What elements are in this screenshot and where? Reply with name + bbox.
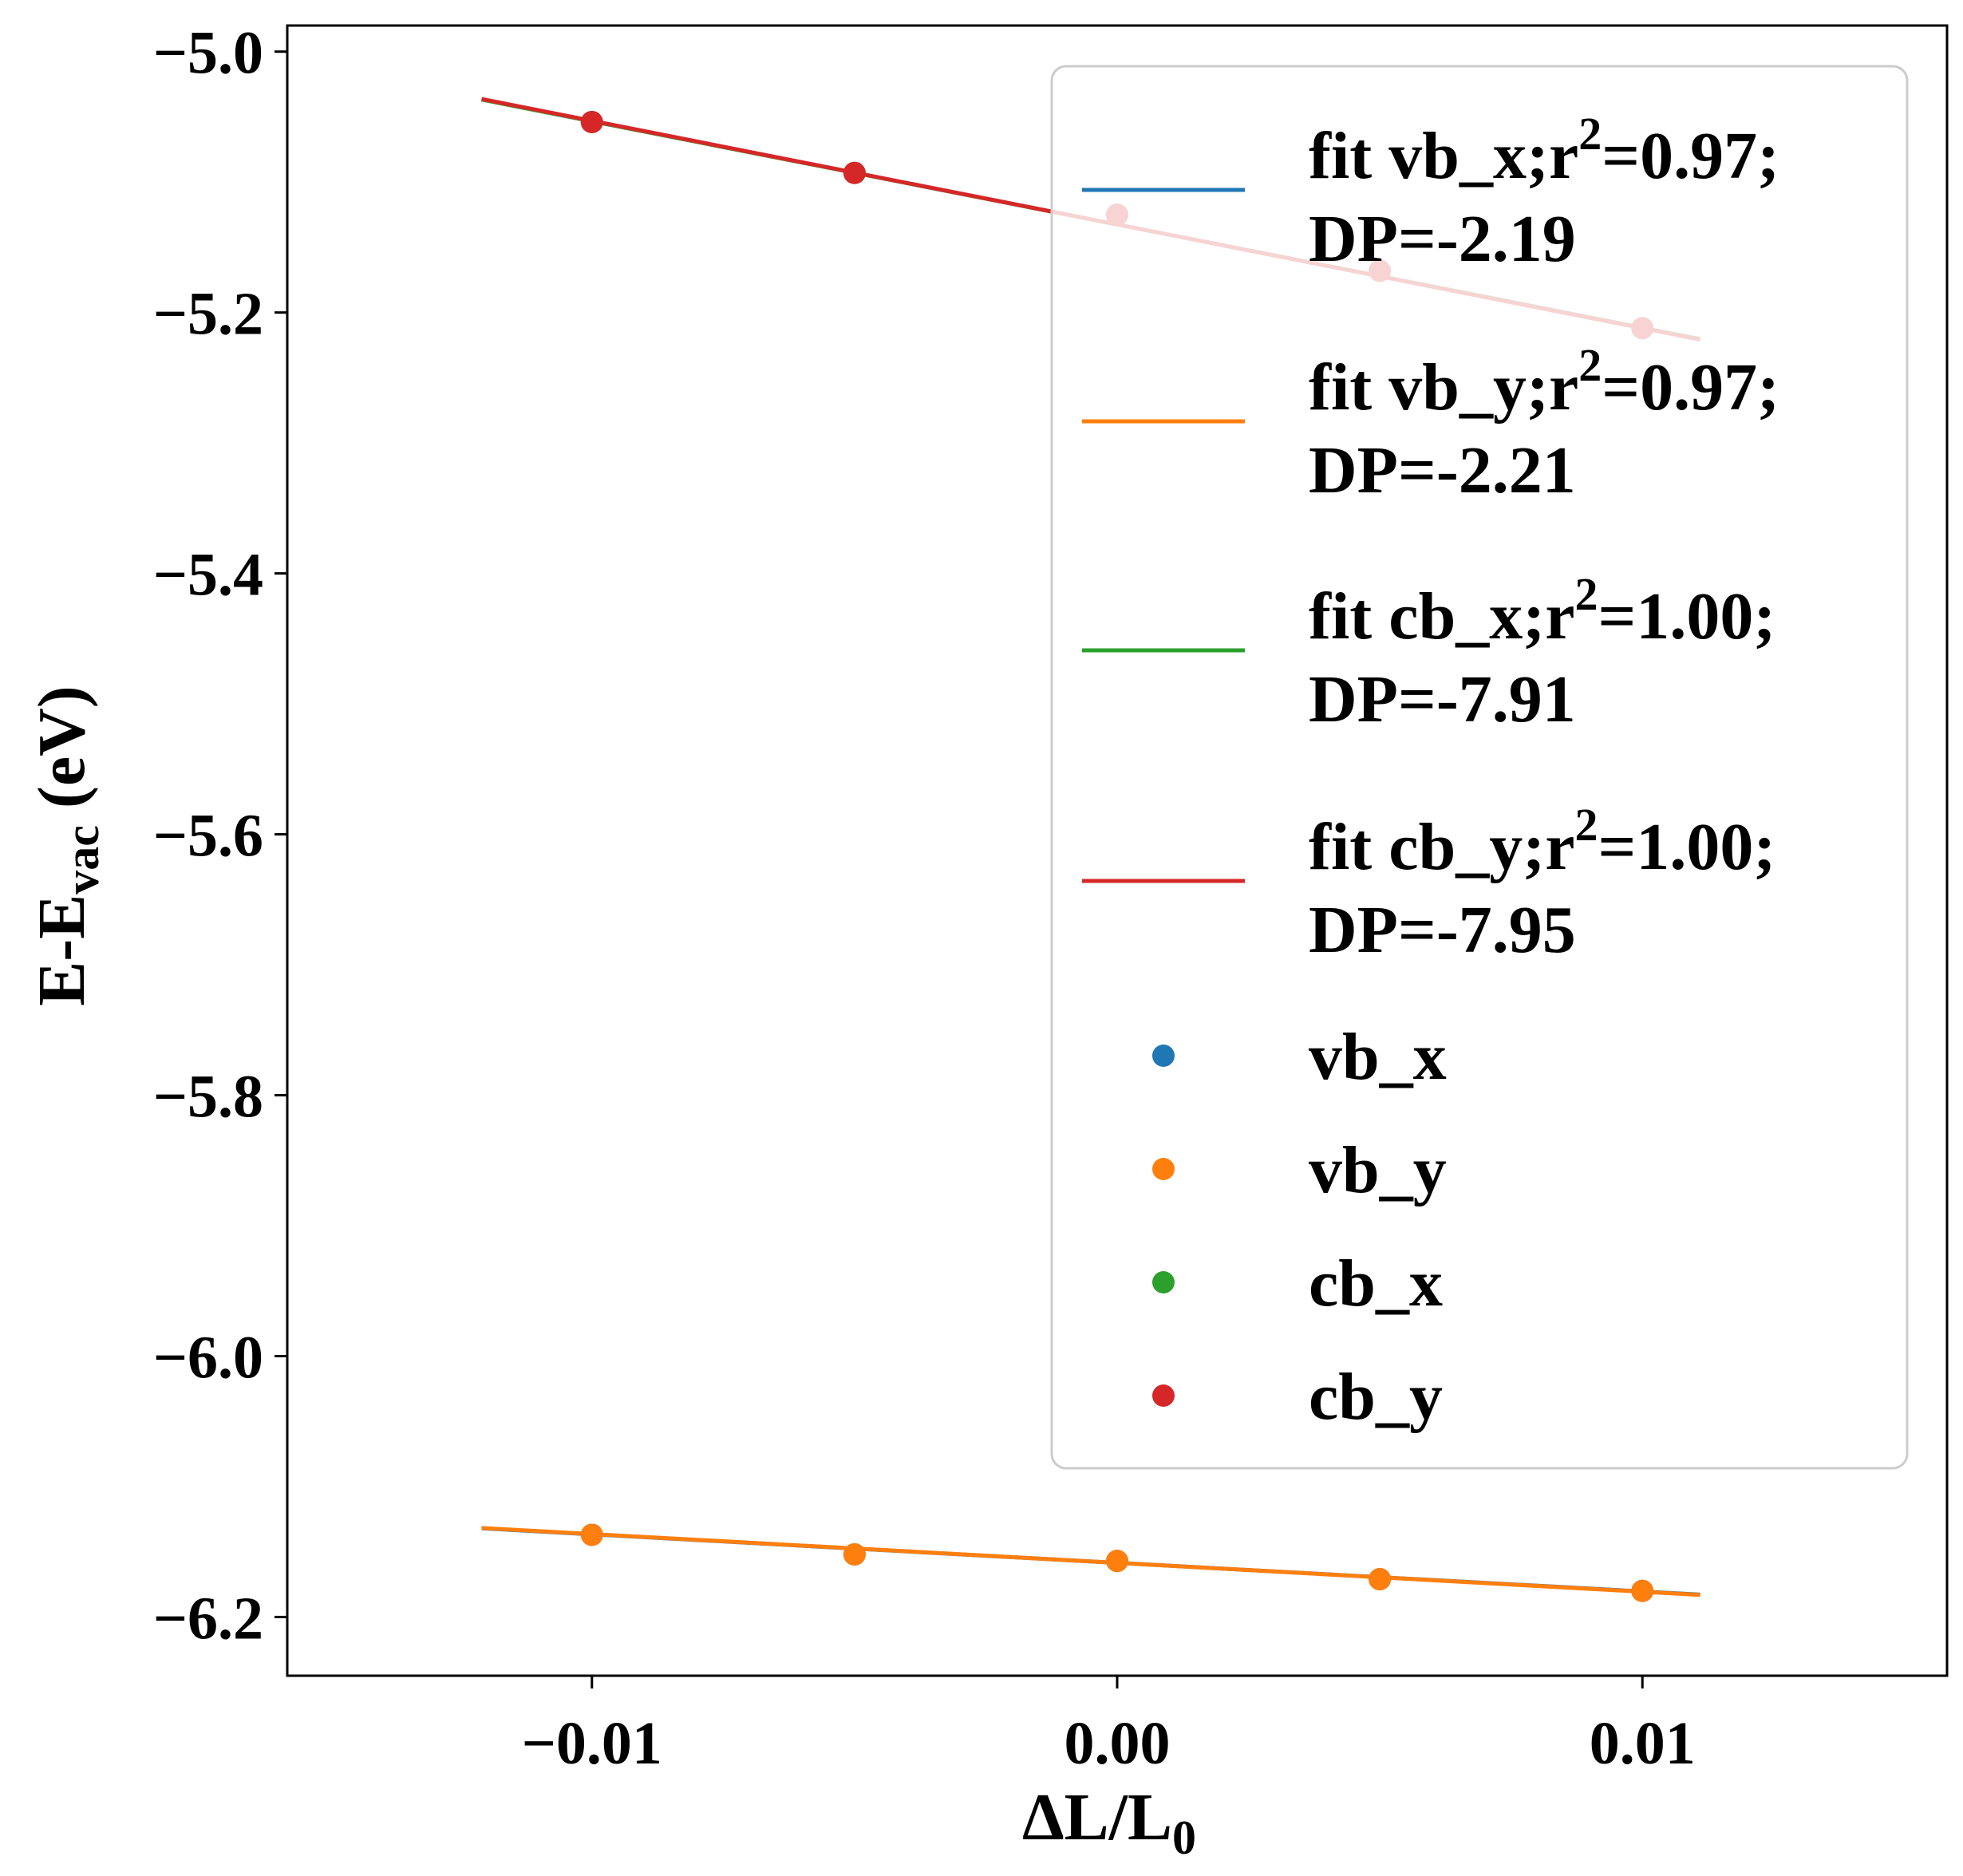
y-tick-label: −5.2 <box>153 281 263 348</box>
legend-fit-text: fit vb_y;r <box>1309 350 1578 425</box>
legend-fit-dp: DP=-2.19 <box>1309 202 1576 276</box>
legend-fit-label: fit vb_x;r2=0.97; <box>1309 108 1779 193</box>
legend-marker-cb_y <box>1152 1384 1175 1407</box>
legend-fit-label: fit cb_y;r2=1.00; <box>1309 799 1775 884</box>
legend-fit-dp: DP=-2.21 <box>1309 433 1576 508</box>
x-axis-label: ΔL/L0 <box>1022 1780 1196 1864</box>
legend-fit-text: fit cb_y;r <box>1309 810 1575 884</box>
y-axis-label: E-Evac (eV) <box>25 685 109 1006</box>
x-tick-label: 0.00 <box>1064 1710 1171 1777</box>
y-axis-label-suffix: (eV) <box>25 685 99 825</box>
legend-fit-text: fit cb_x;r <box>1309 579 1575 654</box>
y-tick-label: −6.2 <box>153 1585 263 1652</box>
point-vb_y <box>1369 1568 1392 1591</box>
legend-fit-text: =0.97; <box>1602 350 1779 425</box>
point-vb_y <box>1631 1579 1654 1602</box>
legend-fit-text: =1.00; <box>1598 579 1776 654</box>
point-vb_y <box>843 1542 866 1566</box>
y-tick-label: −5.6 <box>153 803 263 870</box>
point-vb_y <box>580 1523 603 1546</box>
legend-series-label: cb_y <box>1309 1360 1443 1434</box>
point-cb_y <box>843 161 866 184</box>
legend-fit-text: fit vb_x;r <box>1309 119 1578 193</box>
x-axis-label-sub: 0 <box>1172 1811 1196 1864</box>
legend-box <box>1050 65 1909 1470</box>
legend-marker-cb_x <box>1152 1271 1175 1293</box>
y-axis-label-sub: vac <box>56 825 109 895</box>
legend-series-label: vb_y <box>1309 1133 1447 1207</box>
y-axis: −5.0 −5.2 −5.4 −5.6 −5.8 −6.0 −6.2 <box>153 20 287 1652</box>
y-tick-label: −6.0 <box>153 1324 263 1391</box>
y-axis-label-main: E-E <box>25 895 99 1006</box>
legend-marker-vb_x <box>1152 1045 1175 1067</box>
point-vb_y <box>1106 1550 1128 1573</box>
x-tick-label: 0.01 <box>1590 1710 1696 1777</box>
y-tick-label: −5.8 <box>153 1064 263 1131</box>
legend-fit-sup: 2 <box>1575 799 1598 851</box>
legend-fit-sup: 2 <box>1578 339 1602 391</box>
legend-fit-sup: 2 <box>1575 568 1598 620</box>
y-tick-label: −5.4 <box>153 542 263 609</box>
legend-series-label: vb_x <box>1309 1020 1447 1094</box>
fit-line-vb_y <box>481 1526 1700 1598</box>
legend-fit-dp: DP=-7.91 <box>1309 662 1576 737</box>
legend-series-label: cb_x <box>1309 1246 1443 1321</box>
x-axis: −0.01 0.00 0.01 <box>522 1676 1696 1777</box>
legend-fit-label: fit vb_y;r2=0.97; <box>1309 339 1779 425</box>
point-cb_y <box>580 110 603 133</box>
legend-fit-label: fit cb_x;r2=1.00; <box>1309 568 1775 654</box>
legend-fit-text: =1.00; <box>1598 810 1776 884</box>
legend-fit-text: =0.97; <box>1602 119 1779 193</box>
legend-fit-dp: DP=-7.95 <box>1309 893 1576 967</box>
legend-marker-vb_y <box>1152 1158 1175 1180</box>
x-tick-label: −0.01 <box>522 1710 662 1777</box>
x-axis-label-main: ΔL/L <box>1022 1780 1172 1854</box>
legend-fit-sup: 2 <box>1578 108 1602 160</box>
y-tick-label: −5.0 <box>153 20 263 87</box>
